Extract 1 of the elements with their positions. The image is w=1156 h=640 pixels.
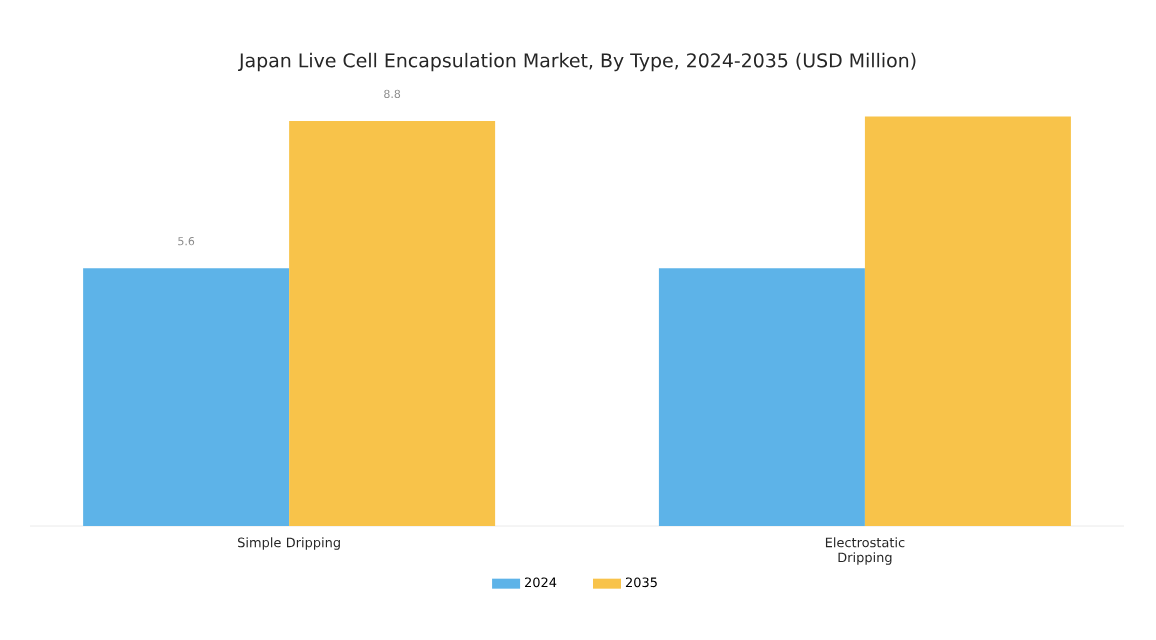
chart-title: Japan Live Cell Encapsulation Market, By Type, 2024-2035 (USD Million): [238, 52, 916, 72]
